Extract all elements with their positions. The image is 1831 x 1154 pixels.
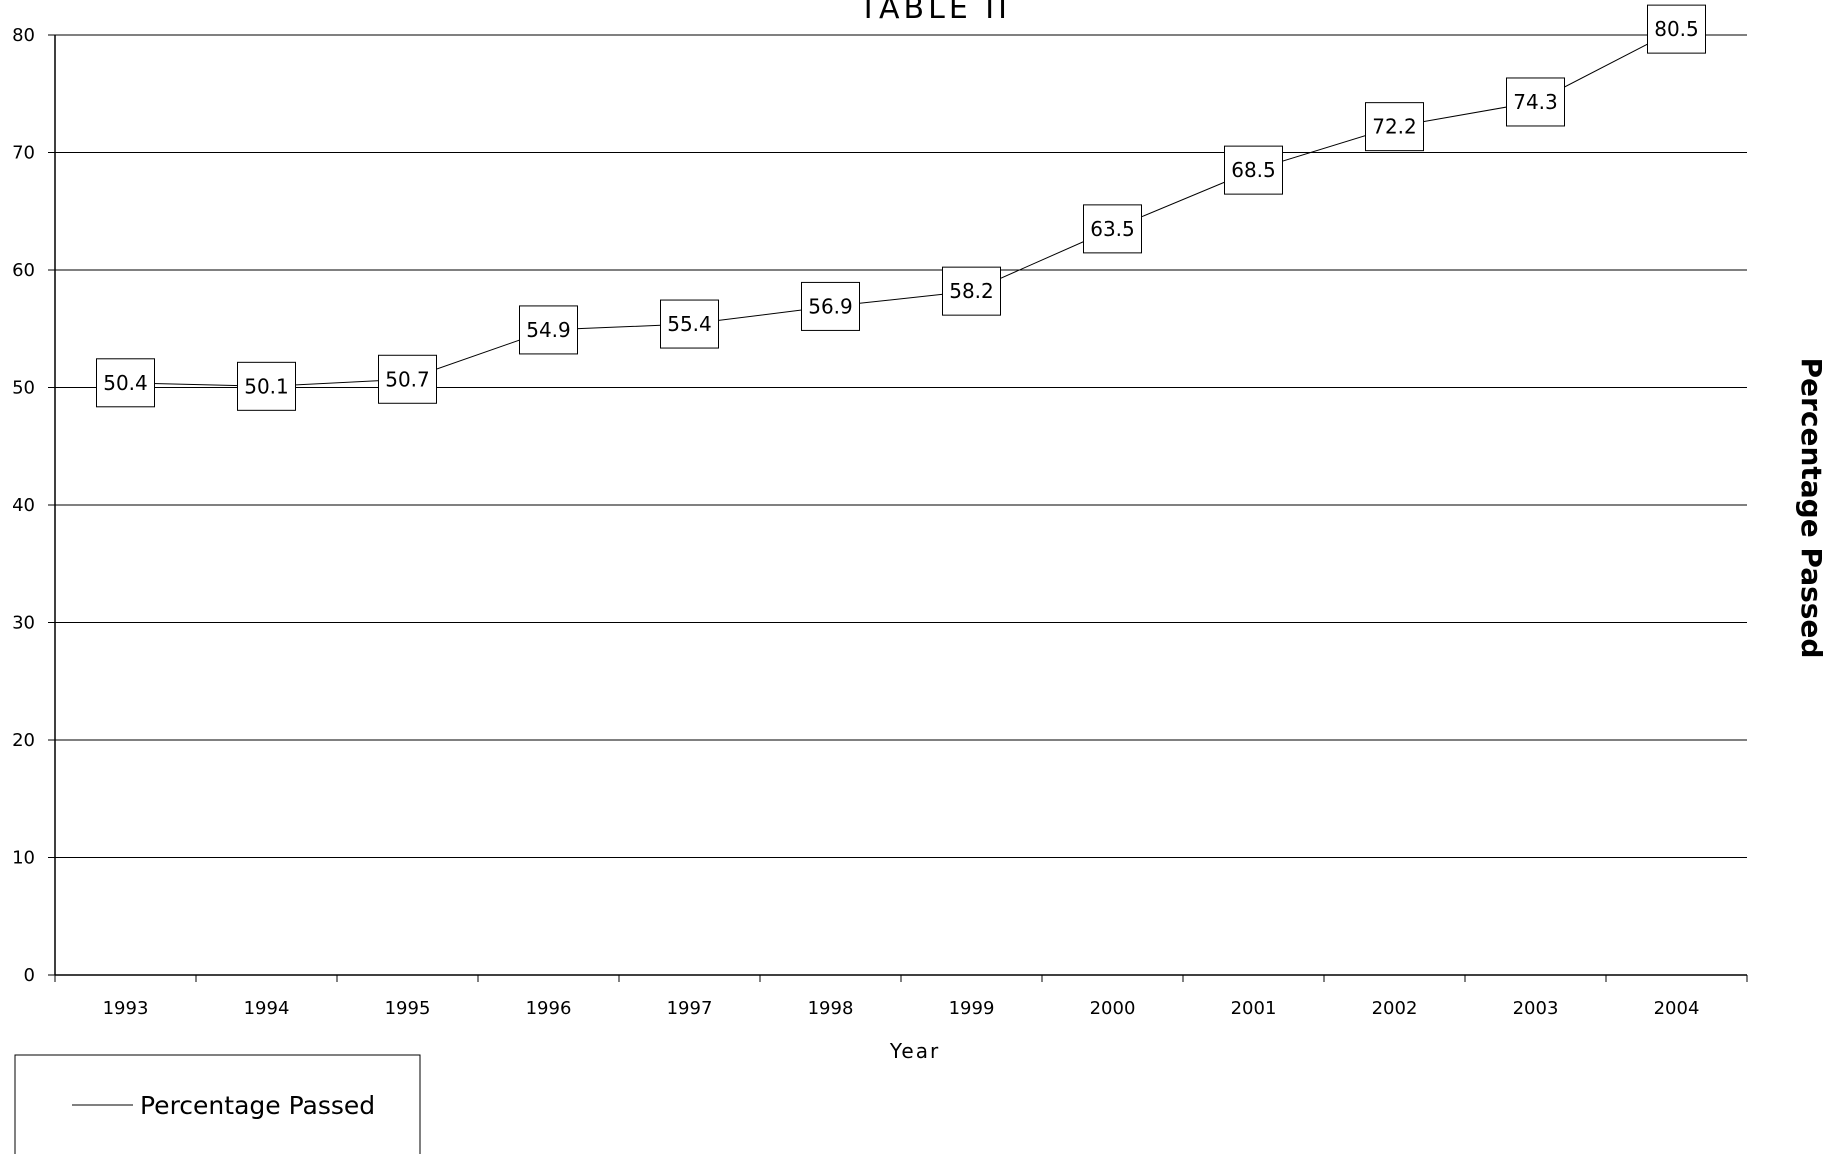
data-label: 68.5	[1231, 158, 1276, 182]
data-label: 56.9	[808, 294, 853, 318]
data-label: 54.9	[526, 318, 571, 342]
x-tick-label: 1999	[949, 998, 995, 1019]
data-label: 50.1	[244, 374, 289, 398]
x-tick-label: 1997	[667, 998, 713, 1019]
x-axis-title: Year	[889, 1039, 940, 1063]
data-label: 58.2	[949, 279, 994, 303]
x-tick-label: 2003	[1513, 998, 1559, 1019]
y-axis-ticks: 0 10 20 30 40 50 60 70 80	[12, 25, 55, 986]
data-point-box	[942, 266, 1001, 316]
x-tick-label: 2001	[1231, 998, 1277, 1019]
x-tick-label: 1996	[526, 998, 572, 1019]
data-point-box	[1506, 77, 1565, 127]
x-tick-label: 1998	[808, 998, 854, 1019]
x-tick-label: 2004	[1654, 998, 1700, 1019]
legend-entry-percentage-passed: Percentage Passed	[140, 1091, 375, 1120]
data-point-box	[1083, 204, 1142, 254]
data-label: 55.4	[667, 312, 712, 336]
y-tick-label: 30	[12, 613, 35, 634]
x-tick-label: 1994	[244, 998, 290, 1019]
y-tick-label: 40	[12, 495, 35, 516]
y-tick-label: 20	[12, 730, 35, 751]
y-tick-label: 10	[12, 848, 35, 869]
data-point-box	[378, 354, 437, 404]
data-label: 50.4	[103, 371, 148, 395]
data-point-box	[1224, 145, 1283, 195]
data-point-box	[1365, 102, 1424, 152]
legend: Percentage Passed	[14, 1054, 421, 1154]
data-label: 50.7	[385, 367, 430, 391]
data-labels: 50.4 50.1 50.7 54.9 55.4 56.9 58.2 63.5 68.5 72.2…	[96, 4, 1706, 411]
data-point-box	[1647, 4, 1706, 54]
data-label: 72.2	[1372, 115, 1417, 139]
gridlines	[55, 34, 1747, 858]
data-label: 80.5	[1654, 17, 1699, 41]
y-tick-label: 60	[12, 260, 35, 281]
data-point-box	[519, 305, 578, 355]
data-point-box	[237, 361, 296, 411]
y-tick-label: 50	[12, 378, 35, 399]
chart-title: TABLE II	[858, 0, 1011, 26]
x-axis-ticks: 1993 1994 1995 1996 1997 1998 1999 2000 2001 2002…	[54, 975, 1748, 1019]
x-tick-label: 1995	[385, 998, 431, 1019]
data-label: 74.3	[1513, 90, 1558, 114]
x-tick-label: 2002	[1372, 998, 1418, 1019]
series-percentage-passed	[125, 28, 1677, 387]
y-tick-label: 80	[12, 25, 35, 46]
data-point-box	[801, 281, 860, 331]
x-tick-label: 1993	[103, 998, 149, 1019]
series-line	[125, 28, 1677, 387]
x-tick-label: 2000	[1090, 998, 1136, 1019]
y-tick-label: 0	[24, 965, 35, 986]
data-point-box	[96, 358, 155, 408]
data-label: 63.5	[1090, 217, 1135, 241]
data-point-box	[660, 299, 719, 349]
y-axis-title: Percentage Passed	[1795, 358, 1828, 659]
y-tick-label: 70	[12, 143, 35, 164]
